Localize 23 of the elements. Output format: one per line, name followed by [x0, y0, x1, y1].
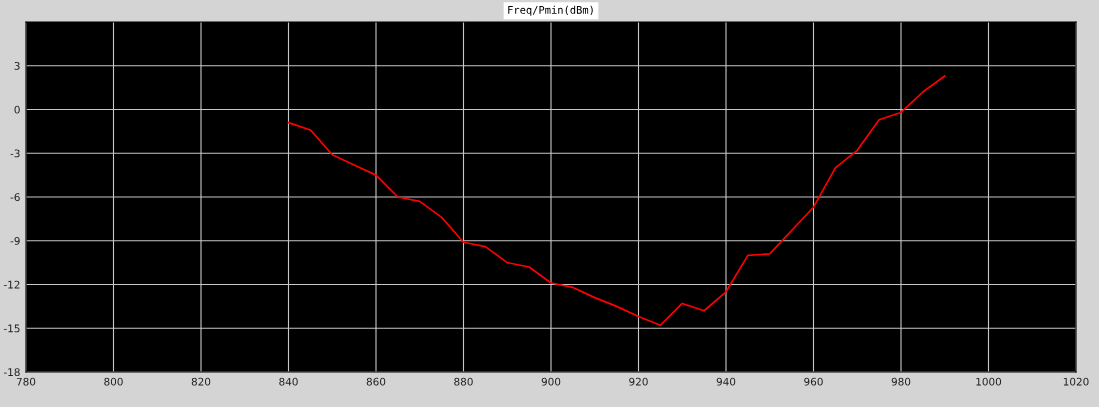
x-tick-label: 800 — [104, 377, 123, 386]
x-tick-label: 920 — [629, 377, 648, 386]
x-tick-label: 820 — [191, 377, 211, 386]
y-tick-label: -6 — [10, 193, 20, 202]
x-tick-label: 1020 — [1063, 377, 1089, 386]
chart-title: Freq/Pmin(dBm) — [508, 5, 593, 16]
x-tick-label: 860 — [366, 377, 386, 386]
x-tick-label: 780 — [16, 377, 36, 386]
y-tick-label: -18 — [3, 368, 20, 377]
y-tick-label: 3 — [14, 61, 20, 70]
x-tick-label: 980 — [891, 377, 911, 386]
y-tick-label: -12 — [3, 280, 20, 289]
y-tick-label: -9 — [10, 236, 20, 245]
x-tick-label: 840 — [279, 377, 298, 386]
x-tick-label: 1000 — [976, 377, 1002, 386]
line-series — [287, 75, 946, 327]
y-tick-label: 0 — [14, 105, 20, 114]
y-tick-label: -15 — [3, 324, 20, 333]
x-tick-label: 880 — [454, 377, 473, 386]
x-tick-label: 940 — [716, 377, 736, 386]
x-tick-label: 960 — [804, 377, 823, 386]
x-tick-label: 900 — [541, 377, 561, 386]
y-tick-label: -3 — [10, 149, 20, 158]
